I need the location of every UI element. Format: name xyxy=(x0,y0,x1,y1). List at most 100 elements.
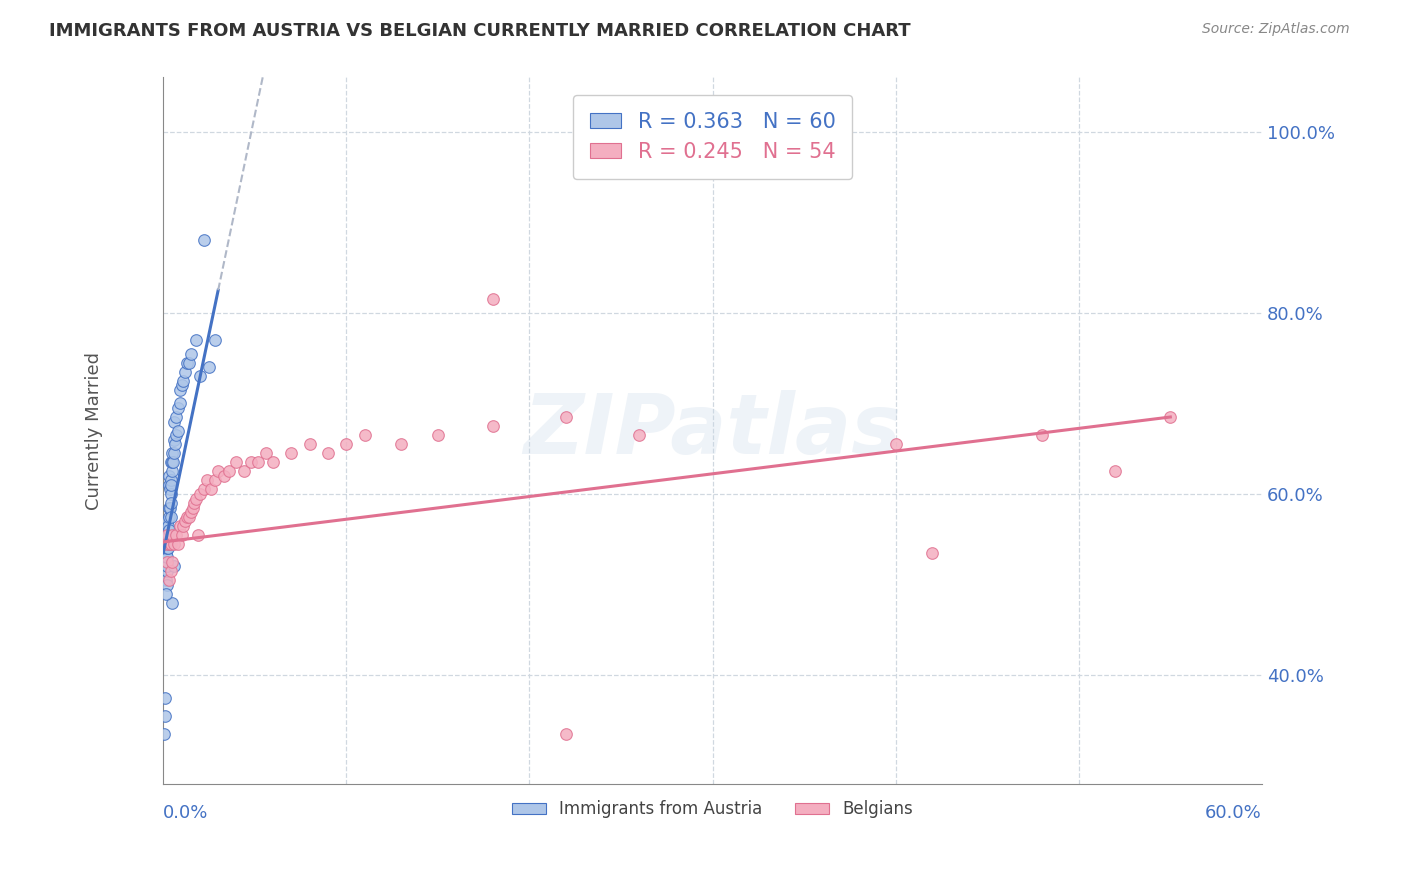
Point xyxy=(156,541,179,556)
Point xyxy=(207,464,229,478)
Point xyxy=(186,491,208,506)
Point xyxy=(225,455,247,469)
Point xyxy=(884,437,907,451)
Point xyxy=(218,464,240,478)
Point xyxy=(155,527,177,541)
Point xyxy=(157,478,180,492)
Point xyxy=(155,586,177,600)
Point xyxy=(153,727,176,741)
Point xyxy=(176,356,198,370)
Point xyxy=(163,433,186,447)
Point xyxy=(177,356,200,370)
Point xyxy=(159,487,181,501)
Point xyxy=(482,419,505,434)
Point xyxy=(280,446,302,460)
Point xyxy=(353,428,375,442)
Point xyxy=(176,509,198,524)
Point xyxy=(163,446,186,460)
Point xyxy=(195,474,218,488)
Point xyxy=(232,464,254,478)
Point xyxy=(157,523,180,537)
Point xyxy=(156,518,179,533)
Point xyxy=(156,527,179,541)
Point xyxy=(174,514,197,528)
Point xyxy=(426,428,449,442)
Point xyxy=(159,500,181,515)
Text: 60.0%: 60.0% xyxy=(1205,804,1263,822)
Point xyxy=(193,234,215,248)
Point xyxy=(153,690,176,705)
Point xyxy=(159,474,181,488)
Point xyxy=(183,496,205,510)
Point xyxy=(156,527,179,541)
Point xyxy=(193,483,215,497)
Text: ZIPatlas: ZIPatlas xyxy=(523,390,901,471)
Point xyxy=(155,573,177,587)
Point xyxy=(204,333,226,347)
Point xyxy=(157,509,180,524)
Point xyxy=(153,708,176,723)
Point xyxy=(156,527,179,541)
Point xyxy=(316,446,339,460)
Point xyxy=(167,401,190,415)
Point xyxy=(163,559,186,574)
Point xyxy=(169,383,191,397)
Point xyxy=(167,537,190,551)
Point xyxy=(157,500,180,515)
Point xyxy=(169,518,191,533)
Point xyxy=(155,564,177,578)
Point xyxy=(389,437,412,451)
Point xyxy=(921,546,943,560)
Point xyxy=(187,527,209,541)
Point xyxy=(159,564,181,578)
Point xyxy=(186,333,208,347)
Point xyxy=(155,546,177,560)
Point xyxy=(155,537,177,551)
Text: Currently Married: Currently Married xyxy=(84,351,103,509)
Point xyxy=(247,455,270,469)
Point xyxy=(172,518,194,533)
Point xyxy=(165,409,187,424)
Point xyxy=(170,378,193,392)
Point xyxy=(157,573,180,587)
Legend: Immigrants from Austria, Belgians: Immigrants from Austria, Belgians xyxy=(506,794,920,825)
Point xyxy=(156,514,179,528)
Text: 0.0%: 0.0% xyxy=(163,804,208,822)
Point xyxy=(188,487,211,501)
Point xyxy=(555,727,578,741)
Point xyxy=(157,537,180,551)
Point xyxy=(157,468,180,483)
Point xyxy=(172,374,194,388)
Point xyxy=(200,483,222,497)
Point xyxy=(159,537,181,551)
Point xyxy=(198,360,221,375)
Point xyxy=(204,474,226,488)
Point xyxy=(262,455,284,469)
Point xyxy=(162,446,184,460)
Point xyxy=(156,541,179,556)
Point xyxy=(163,415,186,429)
Point xyxy=(177,509,200,524)
Point xyxy=(156,559,179,574)
Point xyxy=(1104,464,1126,478)
Point xyxy=(162,464,184,478)
Point xyxy=(169,396,191,410)
Point xyxy=(167,424,190,438)
Point xyxy=(162,527,184,541)
Point xyxy=(482,293,505,307)
Point xyxy=(156,550,179,565)
Point xyxy=(628,428,651,442)
Point xyxy=(254,446,277,460)
Point xyxy=(153,537,176,551)
Point xyxy=(165,527,187,541)
Point xyxy=(156,555,179,569)
Point xyxy=(555,409,578,424)
Point xyxy=(157,537,180,551)
Point xyxy=(159,483,181,497)
Point xyxy=(162,455,184,469)
Point xyxy=(156,577,179,591)
Point xyxy=(162,596,184,610)
Point xyxy=(1031,428,1053,442)
Point xyxy=(162,555,184,569)
Point xyxy=(188,369,211,384)
